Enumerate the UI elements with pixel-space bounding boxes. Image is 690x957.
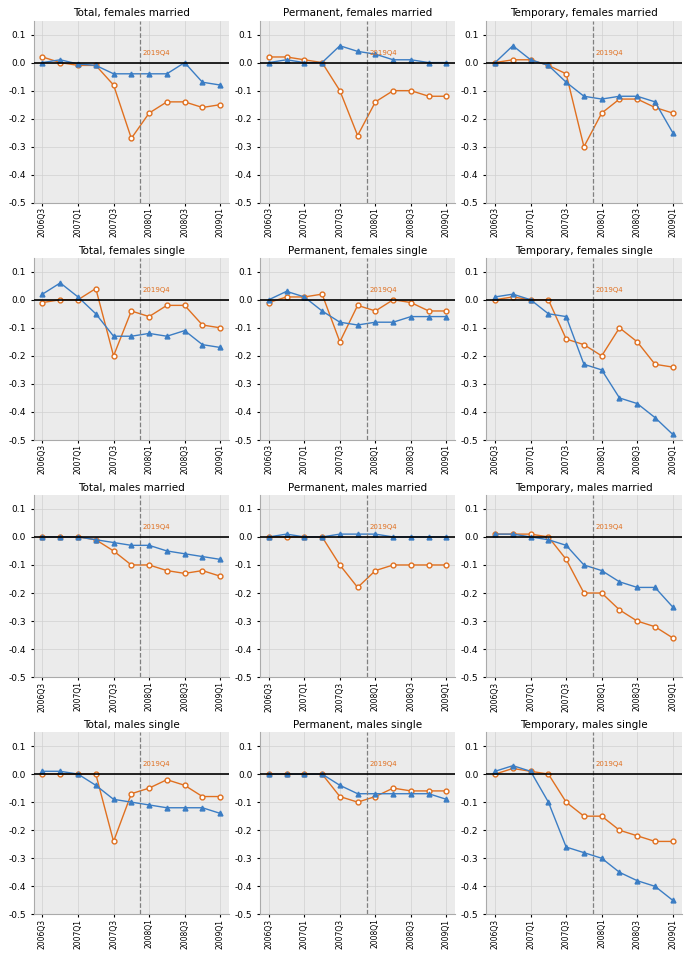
Text: 2019Q4: 2019Q4: [595, 761, 623, 768]
Text: 2019Q4: 2019Q4: [595, 287, 623, 293]
Title: Total, females single: Total, females single: [78, 246, 185, 256]
Title: Permanent, males married: Permanent, males married: [288, 482, 427, 493]
Text: 2019Q4: 2019Q4: [369, 287, 397, 293]
Title: Total, females married: Total, females married: [73, 9, 190, 18]
Text: 2019Q4: 2019Q4: [369, 50, 397, 56]
Title: Permanent, females single: Permanent, females single: [288, 246, 427, 256]
Text: 2019Q4: 2019Q4: [595, 523, 623, 530]
Title: Total, males single: Total, males single: [83, 720, 179, 730]
Text: 2019Q4: 2019Q4: [143, 50, 170, 56]
Title: Total, males married: Total, males married: [78, 482, 185, 493]
Text: 2019Q4: 2019Q4: [143, 761, 170, 768]
Text: 2019Q4: 2019Q4: [143, 287, 170, 293]
Title: Permanent, males single: Permanent, males single: [293, 720, 422, 730]
Text: 2019Q4: 2019Q4: [369, 523, 397, 530]
Text: 2019Q4: 2019Q4: [369, 761, 397, 768]
Text: 2019Q4: 2019Q4: [595, 50, 623, 56]
Title: Permanent, females married: Permanent, females married: [283, 9, 432, 18]
Title: Temporary, males single: Temporary, males single: [520, 720, 648, 730]
Title: Temporary, females single: Temporary, females single: [515, 246, 653, 256]
Title: Temporary, females married: Temporary, females married: [510, 9, 658, 18]
Text: 2019Q4: 2019Q4: [143, 523, 170, 530]
Title: Temporary, males married: Temporary, males married: [515, 482, 653, 493]
